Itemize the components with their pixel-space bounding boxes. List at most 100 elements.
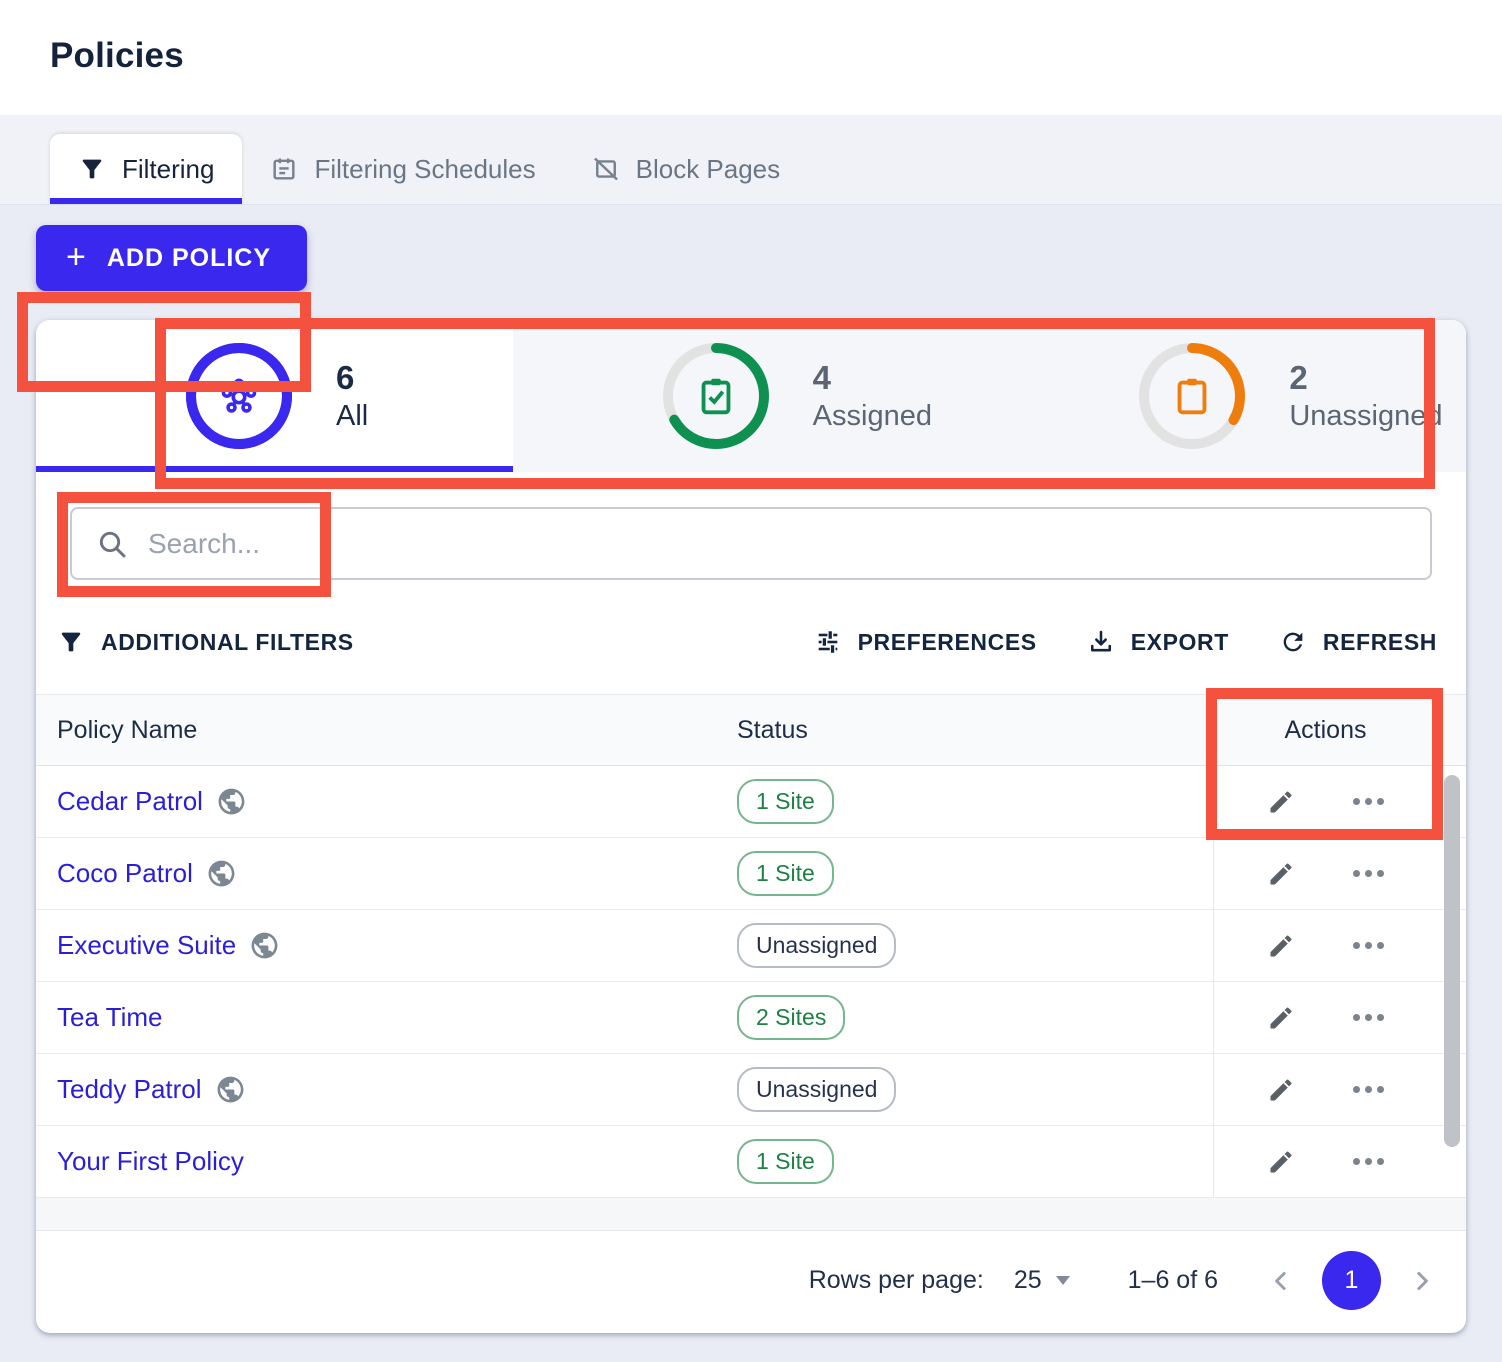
policy-name-link[interactable]: Coco Patrol (57, 858, 193, 888)
policy-name-link[interactable]: Tea Time (57, 1002, 163, 1032)
rows-per-page-select[interactable]: 25 (1014, 1266, 1070, 1295)
status-badge: 1 Site (737, 1139, 834, 1184)
more-options-button[interactable] (1353, 1158, 1384, 1165)
ellipsis-icon (1353, 798, 1384, 805)
pencil-icon (1270, 1150, 1292, 1172)
stat-tab-all[interactable]: 6 All (36, 320, 513, 472)
policy-name-cell: Cedar Patrol (36, 786, 737, 817)
page-number-button[interactable]: 1 (1322, 1251, 1381, 1310)
stat-unassigned-label: Unassigned (1289, 399, 1443, 432)
content-area: + ADD POLICY (0, 205, 1502, 1362)
edit-policy-button[interactable] (1267, 788, 1295, 816)
more-options-button[interactable] (1353, 1086, 1384, 1093)
more-options-button[interactable] (1353, 798, 1384, 805)
page-title: Policies (50, 36, 184, 75)
policy-name-link[interactable]: Executive Suite (57, 930, 237, 960)
stats-tabs: 6 All (36, 320, 1466, 472)
policy-name-cell: Tea Time (36, 1002, 737, 1033)
additional-filters-label: ADDITIONAL FILTERS (101, 628, 354, 655)
chevron-down-icon (1055, 1276, 1070, 1285)
chevron-right-icon (1417, 1271, 1428, 1290)
table-footer-strip (36, 1198, 1466, 1231)
add-policy-button[interactable]: + ADD POLICY (36, 225, 308, 291)
status-badge: Unassigned (737, 923, 897, 968)
add-policy-label: ADD POLICY (106, 243, 272, 272)
active-stat-underline (36, 466, 513, 472)
globe-icon (217, 1076, 243, 1103)
tab-filtering-schedules[interactable]: Filtering Schedules (242, 134, 563, 204)
policy-name-cell: Your First Policy (36, 1146, 737, 1177)
stat-assigned-count: 4 (812, 358, 832, 396)
edit-policy-button[interactable] (1267, 1076, 1295, 1104)
stat-unassigned-count: 2 (1289, 358, 1308, 396)
tune-icon (818, 631, 837, 653)
page-header: Policies (0, 0, 1502, 115)
tab-bar: Filtering Filtering Schedules Block Page… (0, 115, 1502, 205)
status-cell: 1 Site (737, 779, 1213, 824)
policy-name-cell: Executive Suite (36, 930, 737, 961)
ellipsis-icon (1353, 870, 1384, 877)
table-header-row: Policy Name Status Actions (36, 694, 1466, 766)
stat-assigned-label: Assigned (812, 399, 932, 432)
table-row: Cedar Patrol 1 Site (36, 766, 1466, 838)
globe-icon (208, 860, 235, 887)
table-body: Cedar Patrol 1 Site Coco Patrol (36, 766, 1466, 1198)
refresh-button[interactable]: REFRESH (1279, 628, 1437, 656)
search-icon (99, 531, 126, 558)
pencil-icon (1270, 934, 1292, 956)
hub-icon (221, 378, 257, 413)
assigned-progress-ring (661, 341, 771, 451)
more-options-button[interactable] (1353, 942, 1384, 949)
additional-filters-button[interactable]: ADDITIONAL FILTERS (57, 628, 354, 656)
edit-policy-button[interactable] (1267, 932, 1295, 960)
ellipsis-icon (1353, 1086, 1384, 1093)
preferences-button[interactable]: PREFERENCES (814, 628, 1037, 656)
policy-name-link[interactable]: Teddy Patrol (57, 1074, 202, 1104)
table-row: Tea Time 2 Sites (36, 982, 1466, 1054)
edit-policy-button[interactable] (1267, 860, 1295, 888)
pencil-icon (1270, 1006, 1292, 1028)
policy-name-link[interactable]: Cedar Patrol (57, 786, 203, 816)
table-scrollbar[interactable] (1444, 775, 1460, 1147)
unassigned-progress-ring (1137, 341, 1247, 451)
column-header-policy-name: Policy Name (57, 715, 198, 744)
pagination-bar: Rows per page: 25 1–6 of 6 1 (36, 1231, 1466, 1330)
clipboard-check-icon (701, 378, 731, 415)
globe-icon (218, 788, 245, 815)
policy-name-link[interactable]: Your First Policy (57, 1146, 244, 1176)
pencil-icon (1270, 1078, 1292, 1100)
edit-policy-button[interactable] (1267, 1004, 1295, 1032)
filter-icon (61, 632, 81, 652)
more-options-button[interactable] (1353, 870, 1384, 877)
policy-name-cell: Teddy Patrol (36, 1074, 737, 1105)
export-button[interactable]: EXPORT (1087, 628, 1229, 656)
column-header-actions: Actions (1213, 695, 1437, 765)
preferences-label: PREFERENCES (857, 628, 1037, 655)
refresh-label: REFRESH (1322, 628, 1437, 655)
stat-tab-unassigned[interactable]: 2 Unassigned (989, 320, 1466, 472)
status-badge: Unassigned (737, 1067, 897, 1112)
all-progress-ring (184, 341, 294, 451)
search-input[interactable] (70, 507, 1432, 580)
actions-cell (1213, 982, 1437, 1053)
previous-page-button[interactable] (1266, 1266, 1296, 1296)
actions-cell (1213, 1054, 1437, 1125)
stat-tab-assigned[interactable]: 4 Assigned (512, 320, 990, 472)
globe-icon (251, 932, 278, 959)
more-options-button[interactable] (1353, 1014, 1384, 1021)
tab-filtering[interactable]: Filtering (50, 134, 243, 204)
actions-cell (1213, 838, 1437, 909)
next-page-button[interactable] (1407, 1266, 1437, 1296)
export-label: EXPORT (1130, 628, 1229, 655)
chevron-left-icon (1275, 1271, 1286, 1290)
rows-per-page-value: 25 (1013, 1266, 1042, 1294)
policy-name-cell: Coco Patrol (36, 858, 737, 889)
actions-cell (1213, 766, 1437, 837)
table-row: Executive Suite Unassigned (36, 910, 1466, 982)
edit-policy-button[interactable] (1267, 1148, 1295, 1176)
status-badge: 1 Site (737, 851, 834, 896)
tab-block-pages[interactable]: Block Pages (564, 134, 809, 204)
status-cell: 1 Site (737, 851, 1213, 896)
ellipsis-icon (1353, 1014, 1384, 1021)
